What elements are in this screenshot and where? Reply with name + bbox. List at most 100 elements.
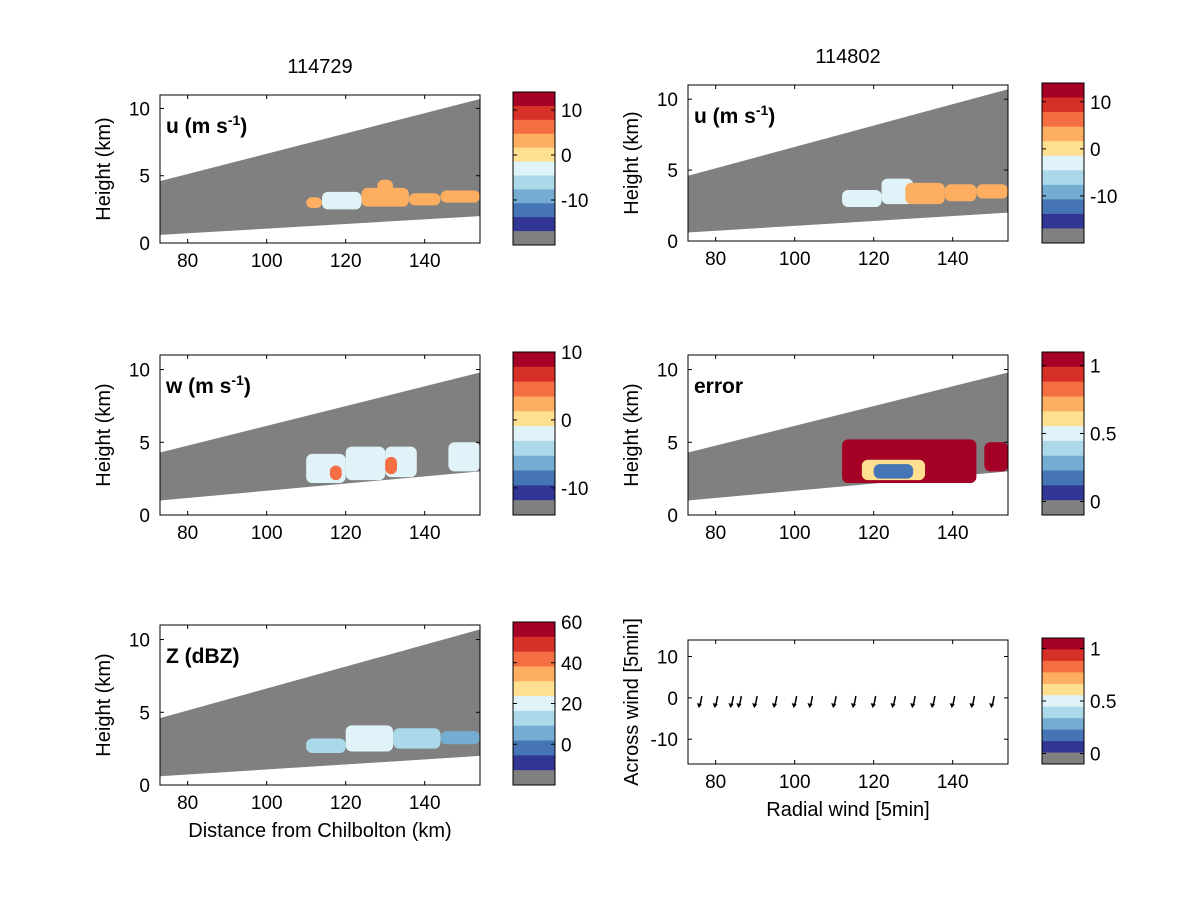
- colorbar-segment: [1042, 649, 1084, 662]
- colorbar-segment: [513, 147, 555, 163]
- colorbar-segment: [513, 622, 555, 638]
- axes-frame: [687, 84, 1009, 242]
- colorbar: 10.50: [1041, 351, 1116, 516]
- echo-cell: [377, 179, 394, 192]
- colorbar-tick-label: 0: [1090, 745, 1101, 766]
- wind-arrow-head: [736, 703, 742, 709]
- colorbar-segment: [1042, 228, 1084, 244]
- colorbar-tick-label: 10: [561, 343, 582, 364]
- colorbar-segment: [1042, 455, 1084, 472]
- echo-cell: [984, 442, 1008, 472]
- colorbar-segment: [513, 696, 555, 712]
- colorbar-segment: [513, 119, 555, 135]
- colorbar-segment: [1042, 352, 1084, 368]
- panel-label-end: ): [240, 115, 247, 138]
- colorbar-segment: [1042, 500, 1084, 516]
- colorbar-segment: [513, 740, 555, 756]
- colorbar-segment: [513, 681, 555, 697]
- echo-cell: [306, 197, 322, 209]
- colorbar-tick-label: 0: [1090, 140, 1101, 161]
- panel-label-sup: -1: [231, 372, 244, 388]
- colorbar-tick-label: 0: [561, 146, 572, 167]
- colorbar-segment: [513, 636, 555, 653]
- panel-label-text: u (m s: [694, 105, 756, 128]
- x-tick-label: 140: [937, 523, 969, 544]
- colorbar-segment: [1042, 660, 1084, 673]
- colorbar-segment: [1042, 170, 1084, 186]
- colorbar-segment: [1042, 126, 1084, 142]
- colorbar-segment: [513, 203, 555, 218]
- axes-frame: [687, 639, 1009, 765]
- x-tick-label: 80: [177, 251, 198, 272]
- echo-cell: [448, 442, 480, 472]
- colorbar-frame: [512, 351, 556, 516]
- colorbar-tick-label: 60: [561, 613, 582, 634]
- colorbar-segment: [1042, 741, 1084, 754]
- y-tick-label: 5: [667, 161, 678, 182]
- colorbar-segment: [513, 352, 555, 368]
- colorbar-tick-label: 0: [561, 735, 572, 756]
- x-tick-label: 120: [858, 249, 890, 270]
- x-tick-label: 120: [330, 793, 362, 814]
- colorbar-segment: [513, 710, 555, 727]
- axes-frame: [159, 94, 481, 244]
- y-tick-label: 0: [139, 234, 150, 255]
- panel-label-text: u (m s: [166, 115, 228, 138]
- y-tick-label: 0: [139, 776, 150, 797]
- colorbar-segment: [1042, 112, 1084, 128]
- colorbar-segment: [513, 217, 555, 232]
- colorbar-segment: [513, 133, 555, 149]
- panel-label-text: error: [694, 375, 743, 398]
- y-axis-label: Height (km): [93, 653, 115, 756]
- panel-label-sup: -1: [756, 102, 769, 118]
- echo-cell: [393, 728, 441, 749]
- plot-area: [688, 89, 1008, 233]
- chart-title: 114729: [287, 56, 352, 78]
- colorbar-segment: [513, 161, 555, 176]
- colorbar-tick-label: -10: [1090, 187, 1117, 208]
- x-tick-label: 120: [858, 523, 890, 544]
- echo-cell: [329, 465, 342, 481]
- colorbar-tick-label: 0.5: [1090, 425, 1116, 446]
- echo-cell: [842, 189, 882, 207]
- colorbar-segment: [1042, 366, 1084, 383]
- y-axis-label: Height (km): [621, 383, 643, 486]
- x-tick-label: 100: [251, 793, 283, 814]
- colorbar-segment: [1042, 752, 1084, 765]
- x-axis-label: Radial wind [5min]: [766, 799, 929, 821]
- colorbar-segment: [1042, 638, 1084, 650]
- y-axis-label: Height (km): [93, 117, 115, 220]
- y-axis-label: Height (km): [621, 111, 643, 214]
- x-tick-label: 100: [779, 249, 811, 270]
- plot-area: [688, 372, 1008, 501]
- echo-cell: [345, 446, 386, 481]
- colorbar-segment: [1042, 440, 1084, 457]
- x-tick-label: 140: [937, 772, 969, 793]
- colorbar-segment: [1042, 199, 1084, 215]
- wind-arrow-head: [949, 703, 955, 709]
- echo-cell: [306, 738, 346, 753]
- wind-arrow-head: [728, 703, 734, 709]
- colorbar-segment: [1042, 213, 1084, 229]
- chart-title: 114802: [815, 46, 880, 68]
- y-tick-label: 0: [667, 232, 678, 253]
- colorbar-tick-label: 1: [1090, 640, 1101, 661]
- x-tick-label: 80: [177, 793, 198, 814]
- y-tick-label: 10: [129, 631, 150, 652]
- y-tick-label: 5: [139, 433, 150, 454]
- panel-label: u (m s-1): [166, 112, 247, 138]
- colorbar-segment: [1042, 381, 1084, 397]
- colorbar-segment: [513, 651, 555, 667]
- y-tick-label: 5: [667, 433, 678, 454]
- x-tick-label: 80: [705, 249, 726, 270]
- y-tick-label: 10: [657, 90, 678, 111]
- colorbar-segment: [1042, 83, 1084, 99]
- colorbar-segment: [513, 770, 555, 786]
- x-tick-label: 140: [409, 251, 441, 272]
- x-tick-label: 100: [251, 251, 283, 272]
- colorbar-segment: [513, 396, 555, 412]
- wind-arrow-head: [969, 703, 975, 709]
- y-tick-label: 10: [129, 99, 150, 120]
